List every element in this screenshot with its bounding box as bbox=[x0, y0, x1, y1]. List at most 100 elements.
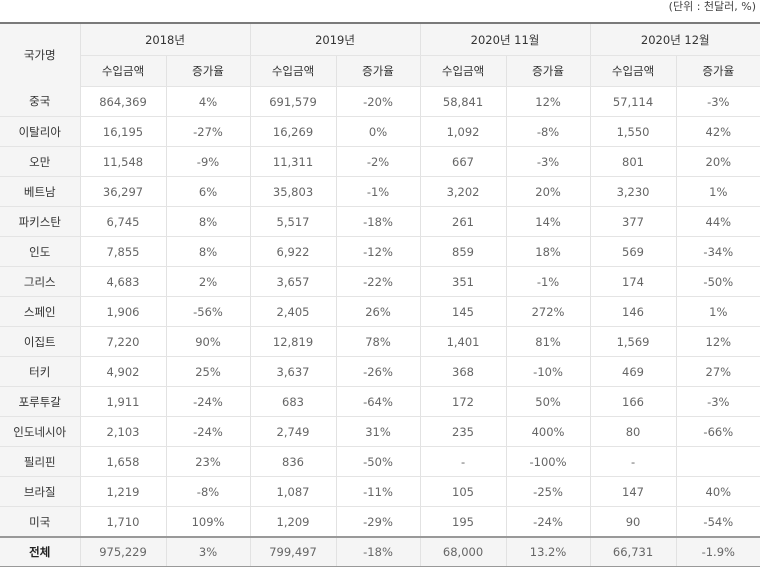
growth-header: 증가율 bbox=[336, 55, 421, 87]
amount-2020-12-cell: 569 bbox=[590, 236, 677, 267]
growth-2020-11-cell: 14% bbox=[506, 206, 591, 237]
country-name: 포루투갈 bbox=[0, 386, 81, 417]
growth-2018-cell: 4% bbox=[166, 86, 251, 117]
amount-2018-cell: 2,103 bbox=[80, 416, 167, 447]
table-row: 그리스 4,683 2% 3,657 -22% 351 -1% 174 -50% bbox=[0, 266, 760, 297]
amount-2019-cell: 12,819 bbox=[250, 326, 337, 357]
amount-header: 수입금액 bbox=[250, 55, 337, 87]
country-name: 중국 bbox=[0, 86, 81, 117]
growth-2020-12-cell: 40% bbox=[676, 476, 760, 507]
growth-2020-11-cell: -10% bbox=[506, 356, 591, 387]
amount-header: 수입금액 bbox=[420, 55, 507, 87]
amount-2018-cell: 16,195 bbox=[80, 116, 167, 147]
amount-2020-11-cell: 235 bbox=[420, 416, 507, 447]
table-row: 인도네시아 2,103 -24% 2,749 31% 235 400% 80 -66% bbox=[0, 416, 760, 447]
import-statistics-table: 국가명 2018년 2019년 2020년 11월 2020년 12월 수입금액… bbox=[0, 22, 760, 567]
growth-2019-cell: -50% bbox=[336, 446, 421, 477]
amount-header: 수입금액 bbox=[590, 55, 677, 87]
table-row: 파키스탄 6,745 8% 5,517 -18% 261 14% 377 44% bbox=[0, 206, 760, 237]
amount-2020-12-cell: 3,230 bbox=[590, 176, 677, 207]
country-name: 파키스탄 bbox=[0, 206, 81, 237]
amount-2019-cell: 35,803 bbox=[250, 176, 337, 207]
amount-2018-cell: 7,855 bbox=[80, 236, 167, 267]
growth-2019-cell: 31% bbox=[336, 416, 421, 447]
growth-2018-cell: -9% bbox=[166, 146, 251, 177]
amount-2019-cell: 799,497 bbox=[250, 536, 337, 567]
amount-2018-cell: 1,710 bbox=[80, 506, 167, 538]
growth-2019-cell: 78% bbox=[336, 326, 421, 357]
growth-2020-12-cell: 12% bbox=[676, 326, 760, 357]
amount-2018-cell: 4,902 bbox=[80, 356, 167, 387]
growth-2020-11-cell: -1% bbox=[506, 266, 591, 297]
growth-2018-cell: -24% bbox=[166, 386, 251, 417]
growth-2019-cell: -18% bbox=[336, 536, 421, 567]
amount-2019-cell: 11,311 bbox=[250, 146, 337, 177]
growth-2020-11-cell: -100% bbox=[506, 446, 591, 477]
amount-2020-11-cell: 68,000 bbox=[420, 536, 507, 567]
growth-2018-cell: 8% bbox=[166, 206, 251, 237]
growth-2018-cell: 2% bbox=[166, 266, 251, 297]
amount-2020-12-cell: 377 bbox=[590, 206, 677, 237]
amount-2019-cell: 836 bbox=[250, 446, 337, 477]
period-header-2018: 2018년 bbox=[80, 23, 251, 56]
amount-2020-11-cell: 1,401 bbox=[420, 326, 507, 357]
growth-2020-11-cell: 272% bbox=[506, 296, 591, 327]
amount-2020-12-cell: 1,569 bbox=[590, 326, 677, 357]
growth-2020-12-cell: 44% bbox=[676, 206, 760, 237]
period-header-2020-12: 2020년 12월 bbox=[590, 23, 760, 56]
country-name: 브라질 bbox=[0, 476, 81, 507]
amount-2018-cell: 1,219 bbox=[80, 476, 167, 507]
period-header-2020-11: 2020년 11월 bbox=[420, 23, 591, 56]
amount-2020-11-cell: 859 bbox=[420, 236, 507, 267]
country-name: 인도 bbox=[0, 236, 81, 267]
table-row: 중국 864,369 4% 691,579 -20% 58,841 12% 57,114 -3% bbox=[0, 86, 760, 117]
table-header: 국가명 2018년 2019년 2020년 11월 2020년 12월 수입금액… bbox=[0, 23, 760, 87]
country-name: 인도네시아 bbox=[0, 416, 81, 447]
table-row: 오만 11,548 -9% 11,311 -2% 667 -3% 801 20% bbox=[0, 146, 760, 177]
growth-2020-12-cell: 42% bbox=[676, 116, 760, 147]
table-row: 이탈리아 16,195 -27% 16,269 0% 1,092 -8% 1,550 42% bbox=[0, 116, 760, 147]
growth-2018-cell: 8% bbox=[166, 236, 251, 267]
amount-2018-cell: 4,683 bbox=[80, 266, 167, 297]
amount-2019-cell: 1,209 bbox=[250, 506, 337, 538]
growth-2018-cell: 90% bbox=[166, 326, 251, 357]
amount-2018-cell: 11,548 bbox=[80, 146, 167, 177]
amount-2020-11-cell: 368 bbox=[420, 356, 507, 387]
table-row: 필리핀 1,658 23% 836 -50% - -100% - bbox=[0, 446, 760, 477]
country-name: 오만 bbox=[0, 146, 81, 177]
growth-2018-cell: 3% bbox=[166, 536, 251, 567]
amount-2020-11-cell: 172 bbox=[420, 386, 507, 417]
growth-2020-11-cell: 12% bbox=[506, 86, 591, 117]
country-name: 전체 bbox=[0, 536, 81, 567]
growth-2020-12-cell: -66% bbox=[676, 416, 760, 447]
growth-2019-cell: -11% bbox=[336, 476, 421, 507]
growth-2020-11-cell: 18% bbox=[506, 236, 591, 267]
country-name: 필리핀 bbox=[0, 446, 81, 477]
table-row: 미국 1,710 109% 1,209 -29% 195 -24% 90 -54% bbox=[0, 506, 760, 538]
growth-2020-12-cell: -3% bbox=[676, 86, 760, 117]
growth-2019-cell: -1% bbox=[336, 176, 421, 207]
growth-2020-12-cell: 1% bbox=[676, 296, 760, 327]
growth-2019-cell: -26% bbox=[336, 356, 421, 387]
growth-header: 증가율 bbox=[676, 55, 760, 87]
country-name: 이집트 bbox=[0, 326, 81, 357]
table-row: 포루투갈 1,911 -24% 683 -64% 172 50% 166 -3% bbox=[0, 386, 760, 417]
growth-2019-cell: 26% bbox=[336, 296, 421, 327]
table-row: 베트남 36,297 6% 35,803 -1% 3,202 20% 3,230 1% bbox=[0, 176, 760, 207]
growth-2019-cell: 0% bbox=[336, 116, 421, 147]
growth-2020-12-cell: -50% bbox=[676, 266, 760, 297]
growth-2019-cell: -12% bbox=[336, 236, 421, 267]
amount-2020-12-cell: 801 bbox=[590, 146, 677, 177]
country-name: 미국 bbox=[0, 506, 81, 538]
growth-2020-11-cell: -3% bbox=[506, 146, 591, 177]
table-row: 브라질 1,219 -8% 1,087 -11% 105 -25% 147 40% bbox=[0, 476, 760, 507]
growth-header: 증가율 bbox=[506, 55, 591, 87]
table-body: 중국 864,369 4% 691,579 -20% 58,841 12% 57,114 -3%… bbox=[0, 86, 760, 567]
growth-2020-11-cell: 50% bbox=[506, 386, 591, 417]
amount-2020-11-cell: 105 bbox=[420, 476, 507, 507]
growth-2019-cell: -18% bbox=[336, 206, 421, 237]
amount-2020-11-cell: 3,202 bbox=[420, 176, 507, 207]
country-header: 국가명 bbox=[0, 23, 81, 87]
growth-2020-11-cell: 400% bbox=[506, 416, 591, 447]
amount-2020-12-cell: 469 bbox=[590, 356, 677, 387]
